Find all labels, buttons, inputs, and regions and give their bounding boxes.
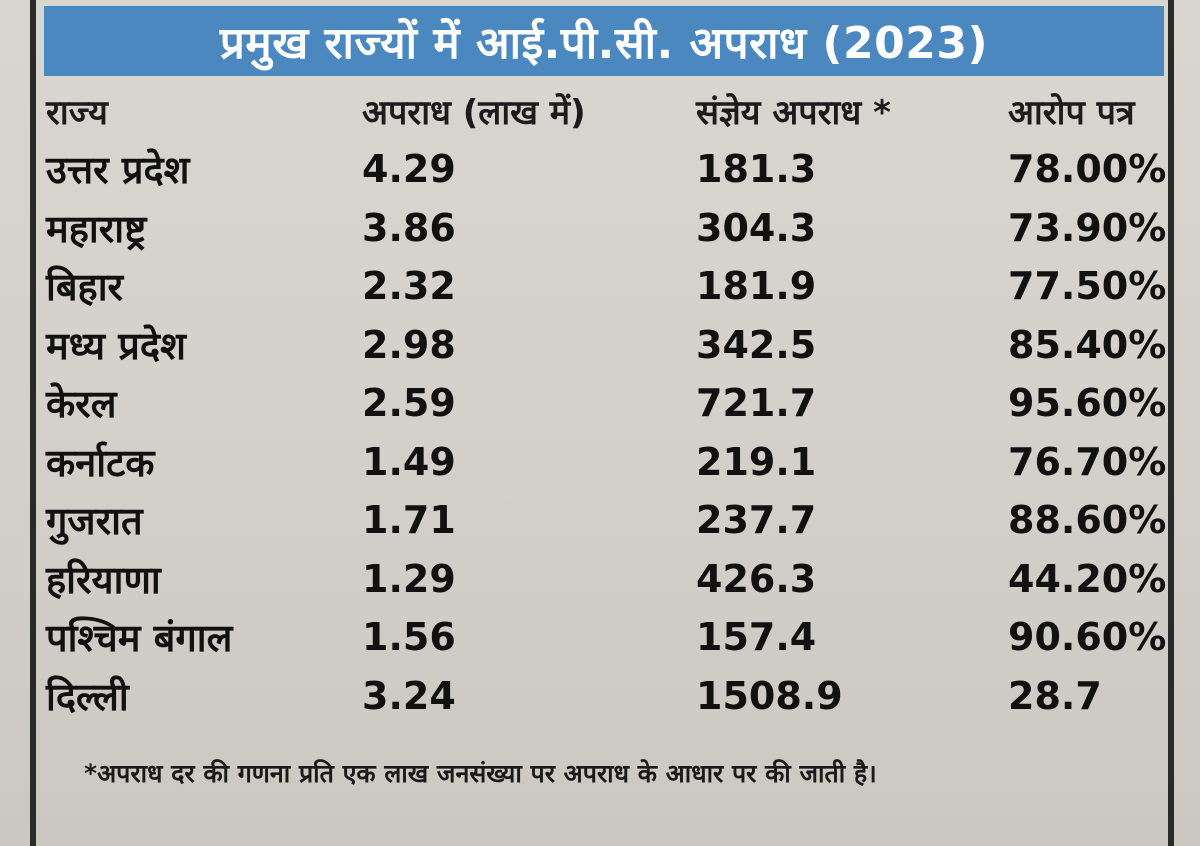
crimes-cell: 2.32 [362,264,456,309]
table-row: दिल्ली 3.24 1508.9 28.7 [44,667,1169,726]
table-row: मध्य प्रदेश 2.98 342.5 85.40% [44,316,1169,375]
crimes-cell: 1.71 [362,498,456,543]
table-row: बिहार 2.32 181.9 77.50% [44,257,1169,316]
chargesheet-cell: 73.90% [1008,205,1167,250]
table-row: हरियाणा 1.29 426.3 44.20% [44,550,1169,609]
cognizable-cell: 426.3 [696,556,817,601]
footnote: *अपराध दर की गणना प्रति एक लाख जनसंख्या … [84,759,877,788]
chargesheet-cell: 44.20% [1008,556,1167,601]
state-cell: महाराष्ट्र [46,206,147,251]
chargesheet-cell: 95.60% [1008,381,1167,426]
table-row: पश्चिम बंगाल 1.56 157.4 90.60% [44,608,1169,667]
chargesheet-cell: 28.7 [1008,673,1102,718]
state-cell: हरियाणा [46,557,161,602]
chargesheet-cell: 90.60% [1008,615,1167,660]
crimes-cell: 2.59 [362,381,456,426]
right-border-rule [1168,0,1174,846]
page-title: प्रमुख राज्यों में आई.पी.सी. अपराध (2023… [219,18,989,69]
chargesheet-cell: 88.60% [1008,498,1167,543]
state-cell: पश्चिम बंगाल [46,616,233,661]
crimes-cell: 4.29 [362,147,456,192]
cognizable-cell: 237.7 [696,498,817,543]
header-crimes: अपराध (लाख में) [362,93,586,133]
state-cell: दिल्ली [46,674,129,719]
crime-table: राज्य अपराध (लाख में) संज्ञेय अपराध * आर… [44,82,1169,725]
state-cell: केरल [46,382,117,427]
chargesheet-cell: 77.50% [1008,264,1167,309]
state-cell: बिहार [46,265,124,310]
crimes-cell: 2.98 [362,322,456,367]
crimes-cell: 3.24 [362,673,456,718]
chargesheet-cell: 76.70% [1008,439,1167,484]
crimes-cell: 1.56 [362,615,456,660]
state-cell: मध्य प्रदेश [46,323,186,368]
table-row: कर्नाटक 1.49 219.1 76.70% [44,433,1169,492]
left-border-rule [30,0,36,846]
cognizable-cell: 157.4 [696,615,817,660]
cognizable-cell: 342.5 [696,322,817,367]
header-cognizable: संज्ञेय अपराध * [696,93,891,133]
cognizable-cell: 304.3 [696,205,817,250]
title-bar: प्रमुख राज्यों में आई.पी.सी. अपराध (2023… [44,6,1164,76]
table-header-row: राज्य अपराध (लाख में) संज्ञेय अपराध * आर… [44,82,1169,140]
cognizable-cell: 219.1 [696,439,817,484]
crimes-cell: 3.86 [362,205,456,250]
crimes-cell: 1.29 [362,556,456,601]
table-row: गुजरात 1.71 237.7 88.60% [44,491,1169,550]
cognizable-cell: 181.3 [696,147,817,192]
chargesheet-cell: 78.00% [1008,147,1167,192]
cognizable-cell: 181.9 [696,264,817,309]
cognizable-cell: 721.7 [696,381,817,426]
table-row: उत्तर प्रदेश 4.29 181.3 78.00% [44,140,1169,199]
crimes-cell: 1.49 [362,439,456,484]
cognizable-cell: 1508.9 [696,673,843,718]
table-row: महाराष्ट्र 3.86 304.3 73.90% [44,199,1169,258]
header-chargesheet: आरोप पत्र [1008,93,1135,133]
chargesheet-cell: 85.40% [1008,322,1167,367]
state-cell: उत्तर प्रदेश [46,148,190,193]
state-cell: कर्नाटक [46,440,155,485]
state-cell: गुजरात [46,499,143,544]
header-state: राज्य [46,93,108,133]
table-row: केरल 2.59 721.7 95.60% [44,374,1169,433]
